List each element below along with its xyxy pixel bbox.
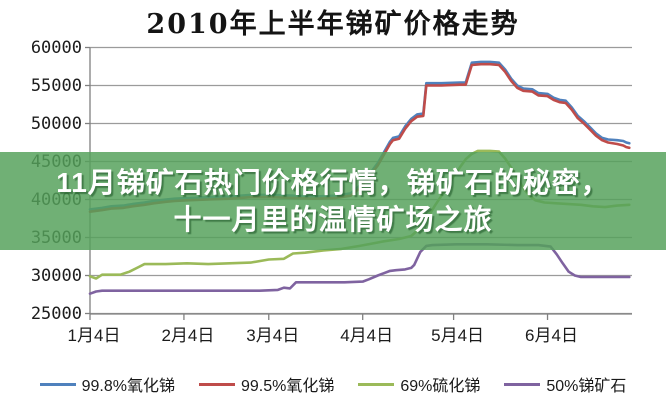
y-axis-tick-label: 50000 xyxy=(30,113,82,134)
legend-swatch-purple-line xyxy=(504,382,541,386)
x-axis-tick-label: 6月4日 xyxy=(525,326,578,345)
x-axis-tick-label: 5月4日 xyxy=(431,326,485,345)
y-axis-tick-label: 60000 xyxy=(30,37,82,58)
overlay-text-line-1: 11月锑矿石热门价格行情，锑矿石的秘密， xyxy=(56,167,610,198)
legend-swatch-blue-line xyxy=(39,382,76,386)
x-axis-tick-label: 4月4日 xyxy=(340,326,394,345)
legend-label: 99.8%氧化锑 xyxy=(81,378,175,395)
chart-legend: 99.8%氧化锑 99.5%氧化锑 69%硫化锑 50%锑矿石 xyxy=(0,372,666,396)
overlay-text-line-2: 十一月里的温情矿场之旅 xyxy=(173,204,493,235)
overlay-banner: 11月锑矿石热门价格行情，锑矿石的秘密， 十一月里的温情矿场之旅 xyxy=(0,152,666,250)
legend-item-oxide-998: 99.8%氧化锑 xyxy=(39,372,175,396)
y-axis-tick-label: 55000 xyxy=(30,75,82,96)
y-axis-tick-label: 30000 xyxy=(30,265,82,286)
x-axis-tick-label: 2月4日 xyxy=(161,326,215,345)
legend-item-sulfide-69: 69%硫化锑 xyxy=(358,372,480,396)
series-line-50%锑矿石 xyxy=(88,243,631,296)
legend-label: 69%硫化锑 xyxy=(400,378,481,395)
legend-label: 99.5%氧化锑 xyxy=(240,378,335,395)
x-axis-tick-label: 3月4日 xyxy=(246,326,300,345)
legend-swatch-red-line xyxy=(198,382,235,386)
y-axis-tick-label: 25000 xyxy=(30,303,82,324)
legend-item-oxide-995: 99.5%氧化锑 xyxy=(198,372,335,396)
x-axis-tick-label: 1月4日 xyxy=(67,326,121,345)
legend-label: 50%锑矿石 xyxy=(546,378,627,395)
chart-title: 2010年上半年锑矿价格走势 xyxy=(146,9,520,40)
legend-swatch-green-line xyxy=(358,382,395,386)
legend-item-ore-50: 50%锑矿石 xyxy=(504,372,626,396)
